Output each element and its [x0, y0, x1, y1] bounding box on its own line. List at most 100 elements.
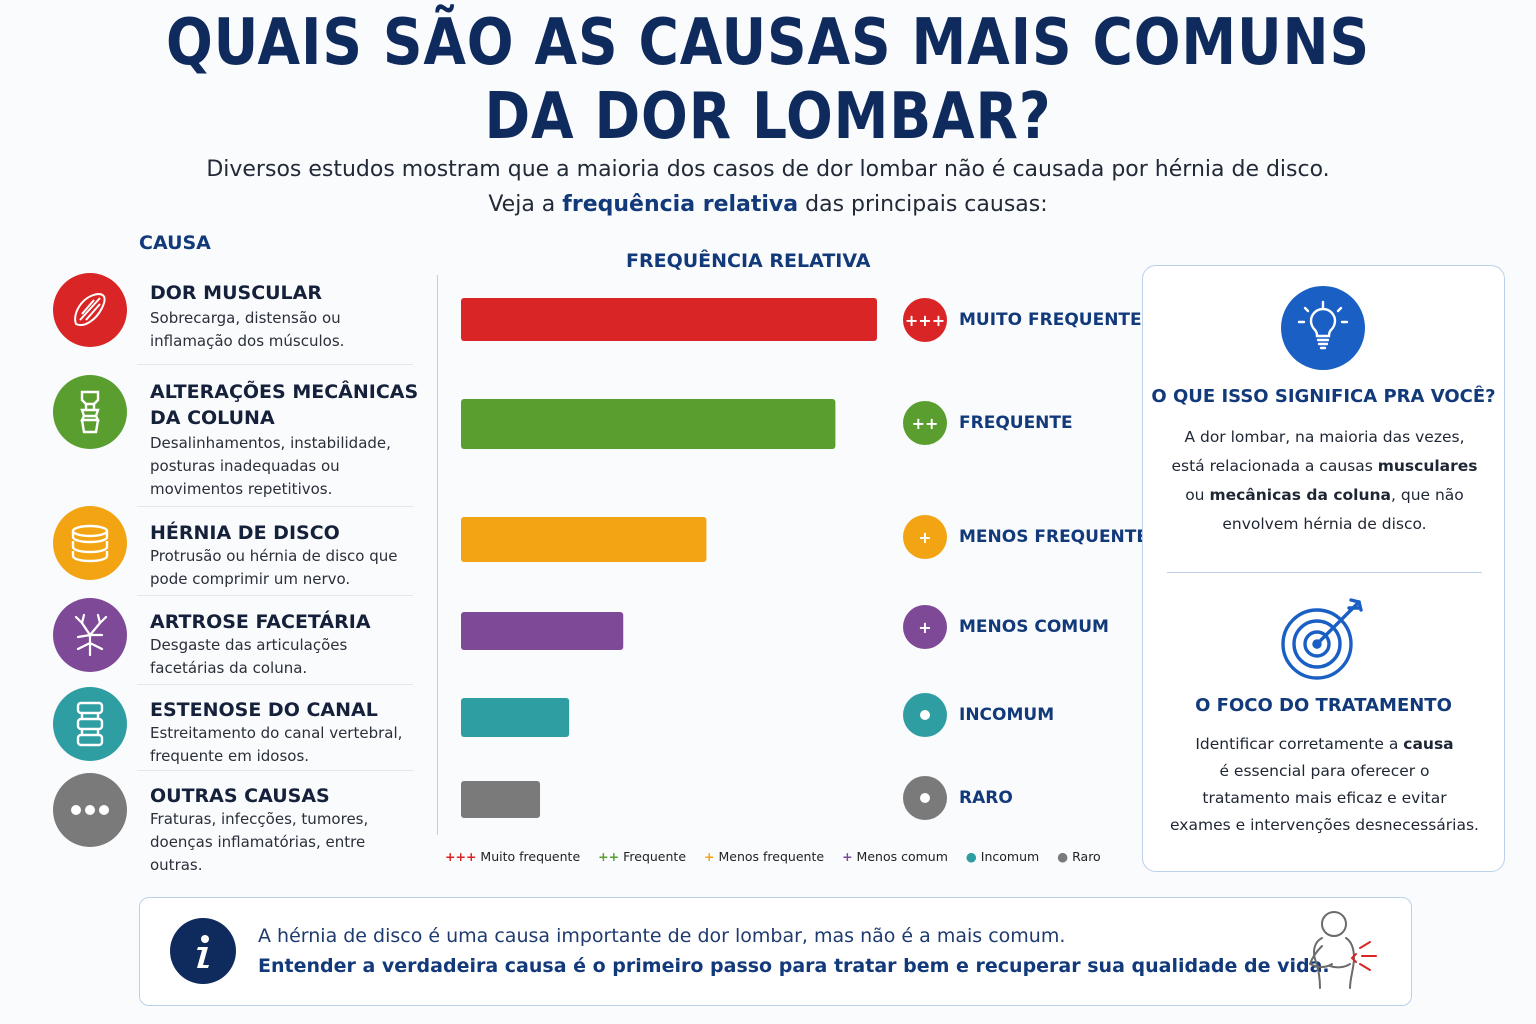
panel-text-1-c-post: , que não	[1391, 486, 1464, 504]
bar-6	[461, 781, 541, 818]
causa-header: CAUSA	[139, 232, 211, 254]
level-text: RARO	[959, 788, 1013, 808]
info-panel: O QUE ISSO SIGNIFICA PRA VOCÊ? A dor lom…	[1142, 265, 1505, 872]
frequencia-header: FREQUÊNCIA RELATIVA	[626, 250, 871, 272]
bottom-line-2: Entender a verdadeira causa é o primeiro…	[258, 955, 1330, 977]
cause-separator	[137, 770, 413, 771]
level-badge-icon	[903, 776, 947, 820]
panel-text-2-a-bold: causa	[1403, 735, 1454, 753]
subtitle-line-1: Diversos estudos mostram que a maioria d…	[206, 157, 1330, 182]
cause-name: OUTRAS CAUSAS	[150, 785, 330, 807]
cause-description: Fraturas, infecções, tumores, doenças in…	[150, 810, 369, 874]
panel-text-1-c-bold: mecânicas da coluna	[1209, 486, 1391, 504]
legend-symbol: ●	[965, 849, 977, 864]
level-badge-icon: ++	[903, 401, 947, 445]
vertebra-icon	[53, 687, 127, 761]
legend-item: + Menos frequente	[704, 849, 824, 864]
level-badge-icon: +++	[903, 298, 947, 342]
level-text: INCOMUM	[959, 705, 1055, 725]
cause-description: Sobrecarga, distensão ou inflamação dos …	[150, 309, 345, 350]
cause-name: ESTENOSE DO CANAL	[150, 699, 378, 721]
level-badge-icon: +	[903, 605, 947, 649]
cause-separator	[137, 506, 413, 507]
panel-text-2-a: Identificar corretamente a	[1195, 735, 1404, 753]
level-text: MENOS COMUM	[959, 617, 1109, 637]
legend-symbol: ●	[1057, 849, 1069, 864]
panel-divider	[1167, 572, 1482, 573]
legend-symbol: +	[704, 849, 715, 864]
bar-4	[461, 612, 624, 650]
cause-separator	[137, 364, 413, 365]
subtitle-post: das principais causas:	[798, 192, 1048, 217]
chart-axis-line	[437, 275, 438, 835]
bar-5	[461, 698, 570, 737]
frequency-level-label: RARO	[903, 776, 1013, 820]
legend-symbol: ++	[598, 849, 620, 864]
legend-item: ● Raro	[1057, 849, 1101, 864]
level-badge-icon: +	[903, 515, 947, 559]
legend-label: Raro	[1072, 849, 1101, 864]
level-symbol: +	[918, 527, 932, 547]
level-text: MENOS FREQUENTE	[959, 527, 1148, 547]
legend-item: ++ Frequente	[598, 849, 686, 864]
panel-heading-2: O FOCO DO TRATAMENTO	[1195, 695, 1452, 716]
cause-separator	[137, 684, 413, 685]
lightbulb-icon	[1281, 286, 1365, 370]
panel-text-1-b-bold: musculares	[1377, 457, 1478, 475]
level-symbol: +	[918, 617, 932, 637]
panel-text-1-line-3: ou mecânicas da coluna, que não	[1159, 481, 1490, 510]
cause-description: Estreitamento do canal vertebral, freque…	[150, 724, 403, 765]
panel-text-1-line-2: está relacionada a causas musculares	[1159, 452, 1490, 481]
level-text: MUITO FREQUENTE	[959, 310, 1142, 330]
cause-name: HÉRNIA DE DISCO	[150, 522, 340, 544]
page-title: QUAIS SÃO AS CAUSAS MAIS COMUNS DA DOR L…	[108, 6, 1429, 154]
frequency-level-label: +++ MUITO FREQUENTE	[903, 298, 1142, 342]
legend-item: +++ Muito frequente	[445, 849, 580, 864]
legend-item: ● Incomum	[966, 849, 1039, 864]
back-pain-figure-icon	[1300, 906, 1390, 1002]
cause-description: Desalinhamentos, instabilidade, posturas…	[150, 434, 391, 498]
legend-symbol: +++	[445, 849, 477, 864]
subtitle-bold: frequência relativa	[562, 192, 799, 217]
bar-3	[461, 517, 707, 562]
legend-symbol: +	[842, 849, 853, 864]
frequency-level-label: ++ FREQUENTE	[903, 401, 1073, 445]
spine-joint-icon	[53, 375, 127, 449]
panel-text-2-line-4: exames e intervenções desnecessárias.	[1170, 816, 1479, 834]
legend-label: Muito frequente	[480, 849, 581, 864]
panel-text-2-line-3: tratamento mais eficaz e evitar	[1202, 789, 1447, 807]
bar-2	[461, 399, 836, 449]
panel-text-1-line-4: envolvem hérnia de disco.	[1222, 515, 1427, 533]
info-icon	[170, 918, 236, 984]
cause-name: DOR MUSCULAR	[150, 282, 323, 304]
legend-label: Incomum	[980, 849, 1040, 864]
level-symbol: +++	[904, 310, 946, 330]
cause-separator	[137, 595, 413, 596]
target-icon	[1279, 594, 1369, 688]
panel-text-1: A dor lombar, na maioria das vezes, está…	[1159, 423, 1490, 539]
title-line-1: QUAIS SÃO AS CAUSAS MAIS COMUNS	[166, 6, 1370, 80]
frequency-level-label: + MENOS FREQUENTE	[903, 515, 1148, 559]
subtitle-pre: Veja a	[488, 192, 563, 217]
panel-text-2-line-2: é essencial para oferecer o	[1219, 762, 1430, 780]
legend-label: Menos comum	[856, 849, 948, 864]
legend-item: + Menos comum	[842, 849, 948, 864]
cause-description: Protrusão ou hérnia de disco que pode co…	[150, 547, 398, 588]
panel-text-1-line-1: A dor lombar, na maioria das vezes,	[1184, 428, 1465, 446]
muscle-icon	[53, 273, 127, 347]
nerve-icon	[53, 598, 127, 672]
frequency-level-label: + MENOS COMUM	[903, 605, 1109, 649]
level-symbol: ++	[911, 413, 939, 433]
bar-1	[461, 298, 877, 341]
more-dots-icon	[53, 773, 127, 847]
panel-text-2: Identificar corretamente a causa é essen…	[1159, 731, 1490, 839]
panel-text-1-c: ou	[1185, 486, 1210, 504]
legend-label: Menos frequente	[718, 849, 825, 864]
panel-text-2-line-1: Identificar corretamente a causa	[1159, 731, 1490, 758]
level-text: FREQUENTE	[959, 413, 1073, 433]
bottom-note: A hérnia de disco é uma causa importante…	[139, 897, 1412, 1006]
cause-name: ARTROSE FACETÁRIA	[150, 611, 371, 633]
frequency-level-label: INCOMUM	[903, 693, 1054, 737]
cause-description: Desgaste das articulações facetárias da …	[150, 636, 348, 677]
